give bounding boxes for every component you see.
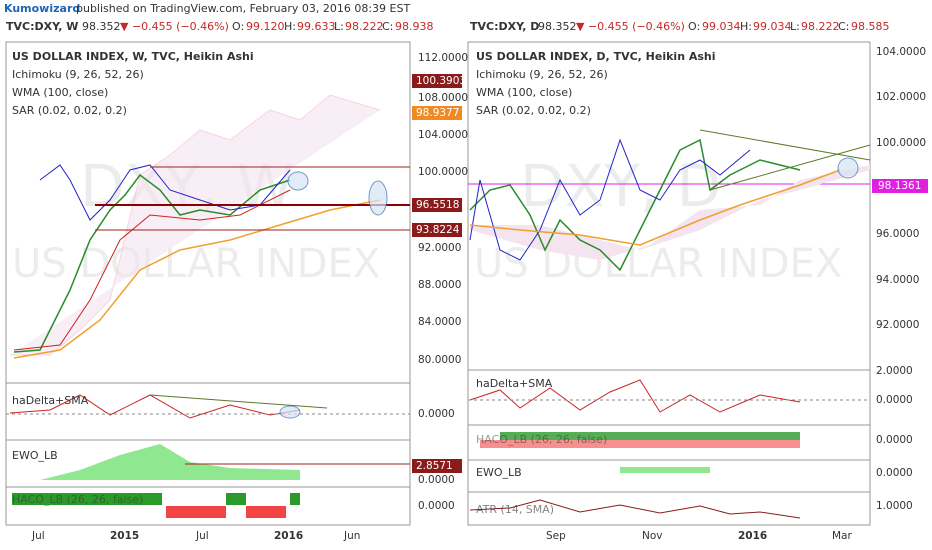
last: 98.352 [82,20,121,33]
lagging-span [39,164,291,221]
price-label: 100.0000 [418,166,468,178]
lagging-span [469,138,751,261]
pane-name: EWO_LB [476,466,522,479]
pane-name: ATR (14, SMA) [476,503,554,516]
kijun [13,189,291,351]
pane-name: HACO_LB (26, 26, false) [12,493,143,506]
pane-axis: 2.0000 [876,365,913,377]
pane-name: EWO_LB [12,449,58,462]
ohlc-label: C: [382,20,393,33]
ohlc-value: 99.120 [246,20,285,33]
ohlc-label: H: [284,20,296,33]
time-label: 2016 [738,530,767,542]
study: SAR (0.02, 0.02, 0.2) [476,104,591,117]
last: 98.352 [538,20,577,33]
ohlc-value: 98.585 [851,20,890,33]
time-label: Sep [546,530,566,542]
ohlc-label: O: [688,20,700,33]
ohlc-label: H: [740,20,752,33]
price-label: 102.0000 [876,91,926,103]
study: US DOLLAR INDEX, D, TVC, Heikin Ashi [476,50,716,63]
study: WMA (100, close) [12,86,108,99]
pane-name: haDelta+SMA [12,394,89,407]
badge: 93.8224 [416,224,460,236]
price-label: 112.0000 [418,52,468,64]
symbol: TVC:DXY, W [6,20,78,33]
price-label: 92.0000 [418,242,461,254]
hadelta [469,379,801,413]
time-label: Jul [195,530,209,542]
price-label: 104.0000 [876,46,926,58]
right-chart: DXY, D US DOLLAR INDEX [467,41,871,526]
wma [13,199,381,359]
price-label: 84.0000 [418,316,461,328]
price-label: 108.0000 [418,92,468,104]
wma [469,169,841,246]
time-label: Jun [343,530,360,542]
header-text: published on TradingView.com, February 0… [76,2,410,15]
badge: 2.8571 [416,460,453,472]
ohlc-value: 99.034 [753,20,792,33]
price-candles [13,173,291,353]
study: Ichimoku (9, 26, 52, 26) [476,68,608,81]
ohlc-label: O: [232,20,244,33]
price-label: 100.0000 [876,137,926,149]
price-label: 88.0000 [418,279,461,291]
ohlc-value: 98.938 [395,20,434,33]
study: WMA (100, close) [476,86,572,99]
ohlc-label: L: [790,20,800,33]
watermark-name: US DOLLAR INDEX [474,241,842,287]
brand[interactable]: Kumowizard [4,2,80,15]
price-label: 96.0000 [876,228,919,240]
pane-axis: 0.0000 [876,394,913,406]
cloud [10,94,381,356]
study: SAR (0.02, 0.02, 0.2) [12,104,127,117]
ohlc-value: 98.222 [345,20,384,33]
ohlc-label: L: [334,20,344,33]
left-chart: DXY, W US DOLLAR INDEX [5,41,411,526]
watermark-name: US DOLLAR INDEX [12,241,380,287]
ohlc-value: 98.222 [801,20,840,33]
time-label: Jul [31,530,45,542]
badge: 96.5518 [416,199,459,211]
pane-axis: 0.0000 [418,474,455,486]
price-candles [469,138,801,272]
change: ▼ −0.455 (−0.46%) [576,20,685,33]
badge: 98.1361 [878,180,921,192]
pane-axis: 0.0000 [876,434,913,446]
time-label: Mar [832,530,852,542]
study: Ichimoku (9, 26, 52, 26) [12,68,144,81]
price-label: 92.0000 [876,319,919,331]
price-label: 94.0000 [876,274,919,286]
study: US DOLLAR INDEX, W, TVC, Heikin Ashi [12,50,254,63]
time-label: 2015 [110,530,139,542]
ohlc-label: C: [838,20,849,33]
pane-name: haDelta+SMA [476,377,553,390]
badge: 98.9377 [416,107,459,119]
symbol: TVC:DXY, D [470,20,539,33]
pane-axis: 0.0000 [418,408,455,420]
watermark: DXY, D [520,152,721,220]
ewo-histogram [40,444,300,480]
badge: 100.3903 [416,75,466,87]
price-label: 104.0000 [418,129,468,141]
pane-axis: 1.0000 [876,500,913,512]
atr [469,499,801,519]
price-label: 80.0000 [418,354,461,366]
pane-axis: 0.0000 [876,467,913,479]
time-label: 2016 [274,530,303,542]
time-label: Nov [642,530,663,542]
cloud [470,165,870,260]
pane-name: HACO_LB (26, 26, false) [476,433,607,446]
change: ▼ −0.455 (−0.46%) [120,20,229,33]
ohlc-value: 99.034 [702,20,741,33]
ohlc-value: 99.633 [297,20,336,33]
pane-axis: 0.0000 [418,500,455,512]
